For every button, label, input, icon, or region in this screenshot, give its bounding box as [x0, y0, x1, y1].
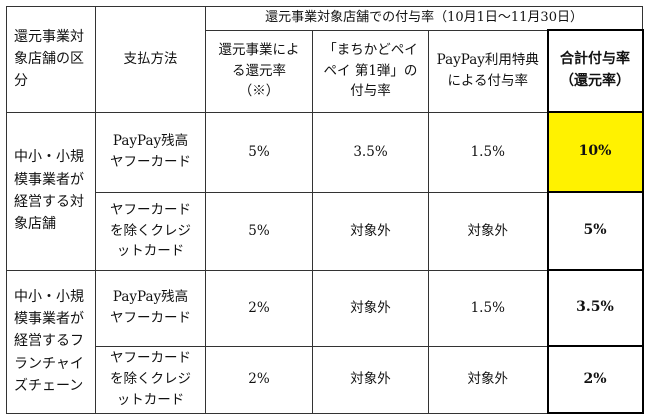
machikado-rate-cell: 対象外 [312, 191, 429, 271]
header-line: （還元率） [560, 73, 631, 89]
payment-line: ヤフーカード [110, 201, 191, 218]
category-line: ランチャイ [14, 355, 84, 372]
header-period-title: 還元事業対象店舗での付与率（10月1日〜11月30日） [204, 6, 644, 31]
header-line: （※） [238, 83, 280, 100]
table-row: 中小・小規 模事業者が 経営する対 象店舗 PayPay残高 ヤフーカード 5%… [6, 111, 644, 271]
header-payment-cell: 支払方法 [95, 6, 206, 113]
header-category-cell: 還元事業対 象店舗の区 分 [6, 6, 96, 113]
payment-method-cell: ヤフーカード を除くクレジ ットカード [95, 191, 206, 271]
machikado-rate-cell: 対象外 [312, 269, 429, 347]
header-paypay-bonus-rate: PayPay利用特典 による付与率 [428, 29, 548, 113]
paypay-bonus-cell: 対象外 [428, 191, 548, 271]
header-line: 「まちかどペイ [323, 41, 418, 58]
category-line: 経営するフ [14, 333, 84, 350]
payment-line: ヤフーカード [110, 154, 191, 170]
payment-line: PayPay残高 [112, 289, 189, 306]
machikado-rate-cell: 対象外 [312, 345, 429, 414]
paypay-bonus-cell: 1.5% [428, 111, 548, 193]
category-line: 経営する対 [14, 194, 84, 210]
header-line: 合計付与率 [560, 51, 631, 68]
total-rate-cell: 10% [546, 111, 644, 193]
header-line: PayPay利用特典 [436, 52, 539, 69]
category-cell: 中小・小規 模事業者が 経営する対 象店舗 [6, 111, 96, 271]
header-category-line: 還元事業対 [14, 28, 84, 45]
table-row: 中小・小規 模事業者が 経営するフ ランチャイ ズチェーン PayPay残高 ヤ… [6, 269, 644, 414]
header-line: る還元率 [232, 62, 286, 79]
reduction-rate-cell: 5% [205, 191, 313, 271]
payment-method-cell: PayPay残高 ヤフーカード [95, 269, 206, 347]
payment-line: ヤフーカード [110, 310, 191, 326]
total-rate-cell: 3.5% [546, 269, 644, 347]
category-line: ズチェーン [14, 378, 84, 395]
payment-line: を除くクレジ [110, 371, 191, 388]
payment-line: ットカード [116, 391, 185, 408]
header-total-rate: 合計付与率 （還元率） [546, 29, 644, 113]
payment-line: ットカード [116, 243, 185, 260]
payment-method-cell: ヤフーカード を除くクレジ ットカード [95, 345, 206, 414]
header-line: ペイ 第1弾」の [323, 62, 418, 79]
rate-table: 還元事業対 象店舗の区 分 支払方法 還元事業対象店舗での付与率（10月1日〜1… [6, 6, 644, 414]
header-line: による付与率 [447, 73, 529, 89]
reduction-rate-cell: 2% [205, 269, 313, 347]
header-line: 還元事業によ [218, 41, 300, 58]
category-line: 象店舗 [14, 216, 56, 233]
header-category-line: 分 [14, 73, 28, 90]
paypay-bonus-cell: 1.5% [428, 269, 548, 347]
header-reduction-rate: 還元事業によ る還元率 （※） [205, 29, 313, 113]
category-line: 模事業者が [14, 171, 84, 188]
payment-line: PayPay残高 [112, 133, 189, 150]
reduction-rate-cell: 5% [205, 111, 313, 193]
payment-line: ヤフーカード [110, 350, 191, 367]
payment-line: を除くクレジ [110, 222, 191, 239]
payment-method-cell: PayPay残高 ヤフーカード [95, 111, 206, 193]
category-line: 中小・小規 [14, 149, 84, 166]
category-line: 中小・小規 [14, 288, 84, 305]
paypay-bonus-cell: 対象外 [428, 345, 548, 414]
table-row: ヤフーカード を除くクレジ ットカード 5% 対象外 対象外 5% [7, 191, 644, 271]
category-line: 模事業者が [14, 310, 84, 327]
table-row: ヤフーカード を除くクレジ ットカード 2% 対象外 対象外 2% [7, 345, 644, 414]
category-cell: 中小・小規 模事業者が 経営するフ ランチャイ ズチェーン [6, 269, 96, 414]
total-rate-cell: 5% [546, 191, 644, 271]
header-category-line: 象店舗の区 [14, 51, 84, 68]
header-line: 付与率 [350, 83, 391, 100]
total-rate-cell: 2% [546, 345, 644, 414]
machikado-rate-cell: 3.5% [312, 111, 429, 193]
header-machikado-rate: 「まちかどペイ ペイ 第1弾」の 付与率 [312, 29, 429, 113]
reduction-rate-cell: 2% [205, 345, 313, 414]
